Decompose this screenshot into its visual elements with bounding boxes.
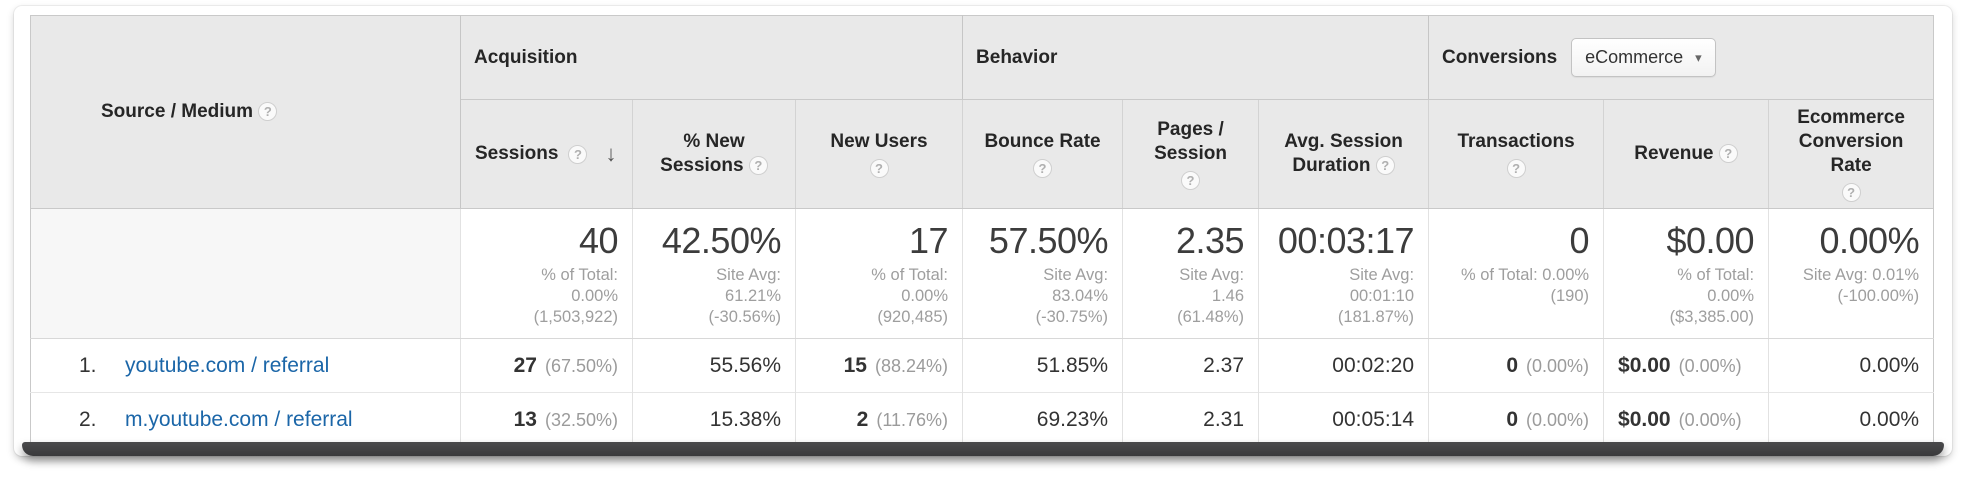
pct-new-sessions-cell: 55.56% xyxy=(632,338,796,393)
source-medium-cell: 1. youtube.com / referral xyxy=(30,338,461,393)
frame-bottom-bar xyxy=(22,442,1944,456)
pages-per-session-cell: 2.37 xyxy=(1122,338,1259,393)
column-header-sessions[interactable]: Sessions ? ↓ xyxy=(460,99,633,209)
totals-bounce-rate: 57.50% Site Avg: 83.04% (-30.75%) xyxy=(962,208,1123,339)
column-header-bounce-rate[interactable]: Bounce Rate ? xyxy=(962,99,1123,209)
column-header-new-users[interactable]: New Users ? xyxy=(794,99,963,209)
ecommerce-conversion-rate-cell: 0.00% xyxy=(1768,338,1934,393)
help-icon[interactable]: ? xyxy=(1375,156,1395,176)
chevron-down-icon: ▾ xyxy=(1695,49,1702,65)
help-icon[interactable]: ? xyxy=(1718,144,1738,164)
row-rank: 2. xyxy=(79,407,97,431)
totals-avg-session-duration: 00:03:17 Site Avg: 00:01:10 (181.87%) xyxy=(1258,208,1429,339)
help-icon[interactable]: ? xyxy=(1506,159,1526,178)
bounce-rate-cell: 69.23% xyxy=(962,392,1123,447)
screenshot-frame: Source / Medium ? Acquisition Behavior C… xyxy=(14,6,1952,456)
table-row: 1. youtube.com / referral 27 (67.50%) 55.5… xyxy=(30,338,1934,393)
totals-pages-per-session: 2.35 Site Avg: 1.46 (61.48%) xyxy=(1122,208,1259,339)
help-icon[interactable]: ? xyxy=(748,156,768,176)
source-medium-link[interactable]: m.youtube.com / referral xyxy=(125,407,353,431)
pages-per-session-cell: 2.31 xyxy=(1122,392,1259,447)
bounce-rate-cell: 51.85% xyxy=(962,338,1123,393)
section-header-behavior: Behavior xyxy=(962,15,1429,100)
new-users-cell: 2 (11.76%) xyxy=(794,392,963,447)
source-medium-cell: 2. m.youtube.com / referral xyxy=(30,392,461,447)
column-header-avg-session-duration[interactable]: Avg. Session Duration ? xyxy=(1258,99,1429,209)
help-icon[interactable]: ? xyxy=(869,159,889,178)
section-header-conversions: Conversions eCommerce ▾ xyxy=(1428,15,1934,100)
section-header-acquisition: Acquisition xyxy=(459,15,963,100)
totals-transactions: 0 % of Total: 0.00% (190) xyxy=(1428,208,1604,339)
goal-selector-value: eCommerce xyxy=(1585,47,1684,67)
sessions-cell: 13 (32.50%) xyxy=(460,392,633,447)
column-header-pages-per-session[interactable]: Pages / Session ? xyxy=(1122,99,1259,209)
totals-sessions: 40 % of Total: 0.00% (1,503,922) xyxy=(460,208,633,339)
transactions-cell: 0 (0.00%) xyxy=(1428,338,1604,393)
column-header-transactions[interactable]: Transactions ? xyxy=(1428,99,1604,209)
help-icon[interactable]: ? xyxy=(568,144,588,164)
table-row: 2. m.youtube.com / referral 13 (32.50%) 15… xyxy=(30,392,1934,447)
acquisition-label: Acquisition xyxy=(474,46,578,68)
sessions-cell: 27 (67.50%) xyxy=(460,338,633,393)
source-medium-link[interactable]: youtube.com / referral xyxy=(125,353,330,377)
column-header-source-medium[interactable]: Source / Medium ? xyxy=(30,15,461,209)
behavior-label: Behavior xyxy=(976,46,1058,68)
source-medium-label: Source / Medium xyxy=(101,101,254,122)
revenue-cell: $0.00 (0.00%) xyxy=(1603,392,1769,447)
column-header-revenue[interactable]: Revenue ? xyxy=(1603,99,1769,209)
ecommerce-conversion-rate-cell: 0.00% xyxy=(1768,392,1934,447)
section-header-row: Source / Medium ? Acquisition Behavior C… xyxy=(30,15,1934,209)
conversions-goal-selector[interactable]: eCommerce ▾ xyxy=(1571,38,1716,77)
revenue-cell: $0.00 (0.00%) xyxy=(1603,338,1769,393)
row-rank: 1. xyxy=(79,353,97,377)
source-medium-report-table: Source / Medium ? Acquisition Behavior C… xyxy=(30,15,1935,447)
new-users-cell: 15 (88.24%) xyxy=(794,338,963,393)
pct-new-sessions-cell: 15.38% xyxy=(632,392,796,447)
conversions-label: Conversions xyxy=(1442,46,1558,68)
totals-ecommerce-conversion-rate: 0.00% Site Avg: 0.01% (-100.00%) xyxy=(1768,208,1934,339)
help-icon[interactable]: ? xyxy=(1181,171,1201,190)
totals-revenue: $0.00 % of Total: 0.00% ($3,385.00) xyxy=(1603,208,1769,339)
avg-session-duration-cell: 00:02:20 xyxy=(1258,338,1429,393)
transactions-cell: 0 (0.00%) xyxy=(1428,392,1604,447)
totals-row-spacer xyxy=(30,208,461,339)
column-header-pct-new-sessions[interactable]: % New Sessions ? xyxy=(632,99,796,209)
metric-header-row: Sessions ? ↓ % New Sessions ? New Users … xyxy=(31,99,1934,209)
totals-row: 40 % of Total: 0.00% (1,503,922) 42.50% … xyxy=(30,208,1934,339)
totals-new-users: 17 % of Total: 0.00% (920,485) xyxy=(794,208,963,339)
help-icon[interactable]: ? xyxy=(1033,159,1053,178)
totals-pct-new-sessions: 42.50% Site Avg: 61.21% (-30.56%) xyxy=(632,208,796,339)
column-header-ecommerce-conversion-rate[interactable]: Ecommerce Conversion Rate ? xyxy=(1768,99,1934,209)
help-icon[interactable]: ? xyxy=(258,102,278,122)
help-icon[interactable]: ? xyxy=(1841,183,1861,202)
avg-session-duration-cell: 00:05:14 xyxy=(1258,392,1429,447)
sort-descending-icon: ↓ xyxy=(605,141,617,166)
